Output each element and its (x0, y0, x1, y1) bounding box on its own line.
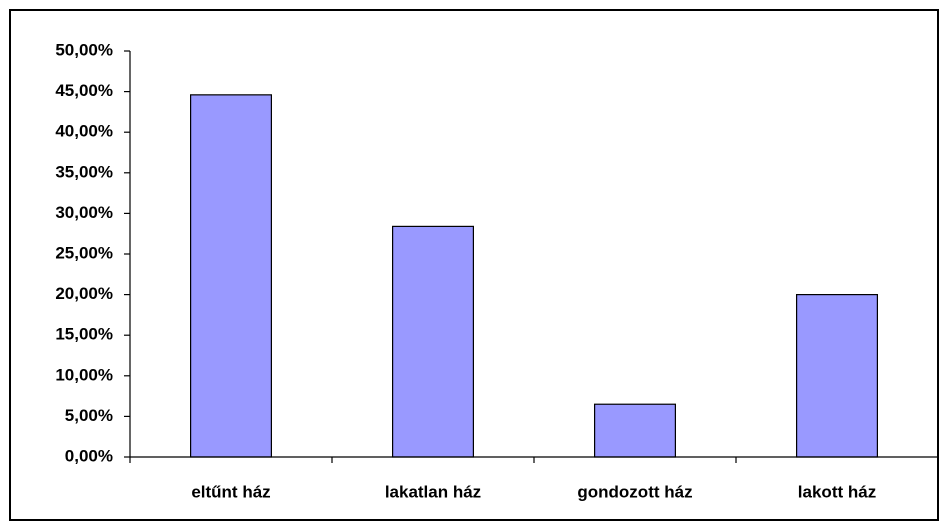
y-tick-label: 15,00% (55, 325, 113, 344)
x-tick-label: lakott ház (798, 482, 876, 501)
x-tick-label: gondozott ház (577, 482, 692, 501)
y-tick-label: 50,00% (55, 40, 113, 59)
y-tick-label: 10,00% (55, 365, 113, 384)
x-tick-label: lakatlan ház (385, 482, 481, 501)
bar (190, 94, 273, 458)
y-tick-label: 0,00% (65, 446, 113, 465)
bar (392, 225, 475, 458)
bar (795, 294, 878, 458)
y-tick-label: 20,00% (55, 284, 113, 303)
bar (593, 403, 676, 458)
y-tick-label: 45,00% (55, 81, 113, 100)
y-tick-label: 40,00% (55, 122, 113, 141)
x-tick-label: eltűnt ház (191, 482, 270, 501)
y-tick-label: 5,00% (65, 406, 113, 425)
y-tick-label: 35,00% (55, 162, 113, 181)
y-tick-label: 30,00% (55, 203, 113, 222)
y-tick-label: 25,00% (55, 243, 113, 262)
